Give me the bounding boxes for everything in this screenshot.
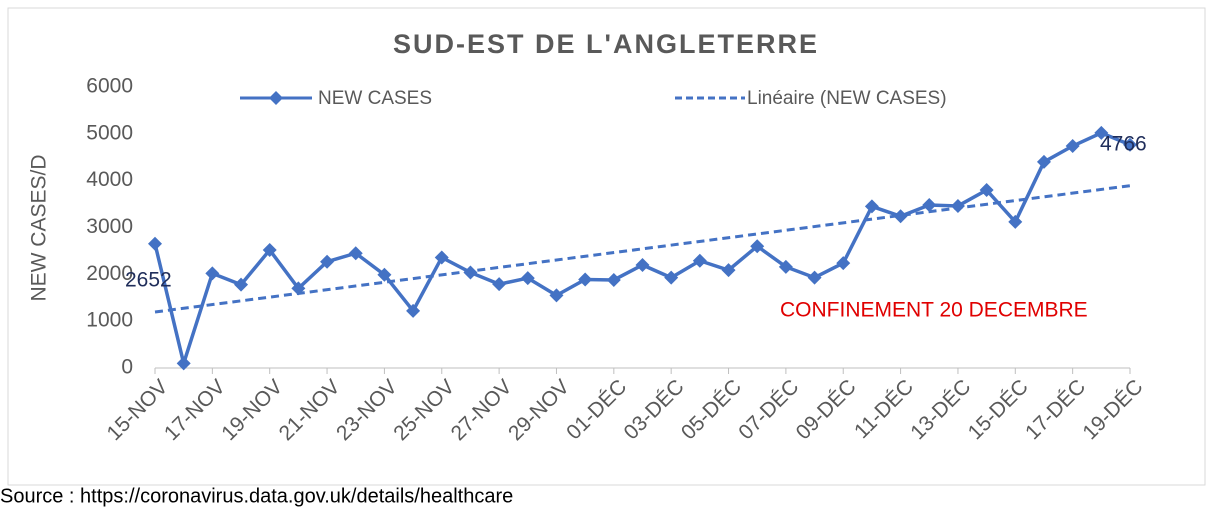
point-marker [291, 281, 306, 296]
point-marker [176, 356, 191, 371]
y-tick-label: 4000 [86, 168, 133, 191]
point-marker [950, 198, 965, 213]
y-tick-label: 6000 [86, 75, 133, 98]
point-marker [750, 239, 765, 254]
legend-marker [269, 91, 283, 105]
point-marker [406, 303, 421, 318]
data-label: 4766 [1100, 132, 1147, 155]
point-marker [148, 236, 162, 251]
y-tick-label: 3000 [86, 215, 133, 238]
point-marker [979, 183, 994, 198]
chart-title: SUD-EST DE L'ANGLETERRE [393, 29, 819, 59]
point-marker [893, 209, 908, 224]
point-marker [434, 250, 449, 265]
point-marker [348, 246, 363, 261]
point-marker [807, 270, 822, 285]
point-marker [606, 272, 621, 287]
point-marker [1123, 137, 1137, 152]
point-marker [205, 266, 220, 281]
point-marker [836, 256, 851, 271]
y-tick-label: 5000 [86, 121, 133, 144]
point-marker [520, 271, 535, 286]
point-marker [262, 242, 277, 257]
chart-frame [7, 7, 1206, 486]
point-marker [492, 277, 507, 292]
point-marker [377, 267, 392, 282]
source: Source : https://coronavirus.data.gov.uk… [0, 485, 513, 507]
y-axis-label: NEW CASES/D [28, 154, 51, 301]
point-marker [1008, 214, 1023, 229]
point-marker [778, 259, 793, 274]
point-marker [1094, 125, 1109, 140]
trend-line [154, 184, 1131, 314]
point-marker [320, 254, 335, 269]
point-marker [922, 198, 937, 213]
y-tick-label: 1000 [86, 309, 133, 332]
annotation: CONFINEMENT 20 DECEMBRE [780, 299, 1088, 322]
point-marker [549, 288, 564, 303]
legend-label: NEW CASES [318, 88, 432, 109]
point-marker [635, 257, 650, 272]
point-marker [234, 277, 249, 292]
y-tick-label: 2000 [86, 262, 133, 285]
data-label: 2652 [125, 268, 172, 291]
point-marker [578, 272, 593, 287]
point-marker [864, 199, 879, 214]
point-marker [463, 265, 478, 280]
point-marker [1065, 139, 1080, 154]
point-marker [664, 270, 679, 285]
y-tick-label: 0 [121, 356, 133, 379]
point-marker [692, 253, 707, 268]
point-marker [721, 263, 736, 278]
legend-label: Linéaire (NEW CASES) [747, 88, 947, 109]
point-marker [1036, 154, 1051, 169]
